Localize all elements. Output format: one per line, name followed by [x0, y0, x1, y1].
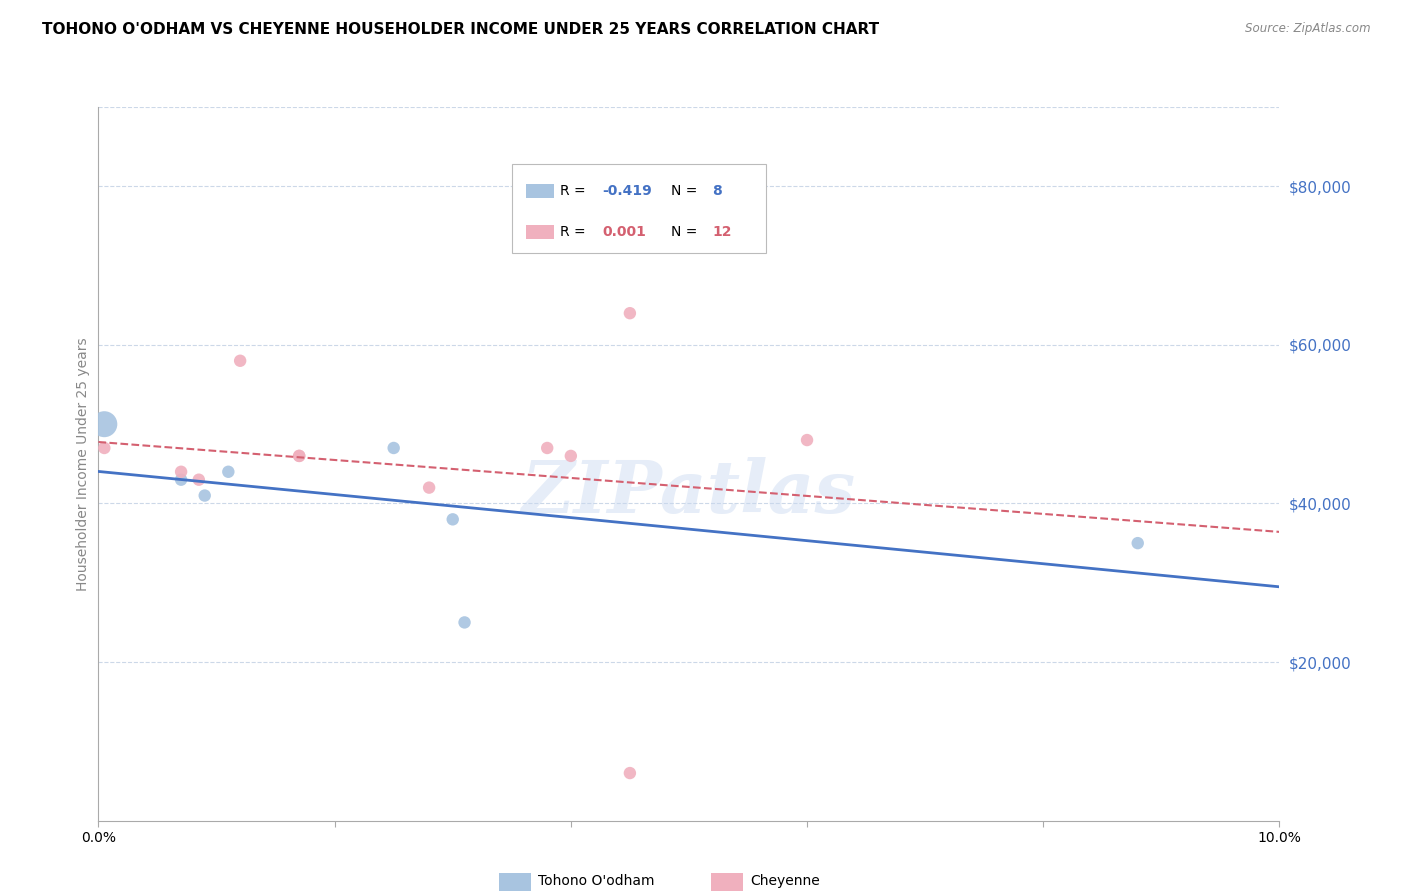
Text: R =: R =: [560, 225, 591, 239]
Point: [1126, 536, 1149, 550]
Point: [536, 441, 558, 455]
Text: Source: ZipAtlas.com: Source: ZipAtlas.com: [1246, 22, 1371, 36]
Text: -0.419: -0.419: [603, 184, 652, 198]
Point: [194, 489, 217, 503]
Point: [796, 433, 818, 447]
Text: 0.001: 0.001: [603, 225, 647, 239]
FancyBboxPatch shape: [512, 164, 766, 253]
Point: [217, 465, 239, 479]
FancyBboxPatch shape: [526, 225, 554, 239]
FancyBboxPatch shape: [499, 873, 530, 890]
Text: 8: 8: [713, 184, 723, 198]
Point: [441, 512, 464, 526]
Point: [170, 465, 193, 479]
Text: R =: R =: [560, 184, 591, 198]
Text: N =: N =: [671, 225, 702, 239]
Point: [288, 449, 311, 463]
Point: [93, 417, 115, 432]
Text: N =: N =: [671, 184, 702, 198]
Point: [418, 481, 440, 495]
Point: [93, 441, 115, 455]
Text: Tohono O'odham: Tohono O'odham: [537, 874, 654, 888]
Y-axis label: Householder Income Under 25 years: Householder Income Under 25 years: [76, 337, 90, 591]
FancyBboxPatch shape: [526, 184, 554, 198]
Point: [288, 449, 311, 463]
Point: [187, 473, 209, 487]
Point: [619, 306, 641, 320]
Point: [382, 441, 405, 455]
Point: [229, 353, 252, 368]
Text: ZIPatlas: ZIPatlas: [522, 457, 856, 528]
Text: 12: 12: [713, 225, 733, 239]
Point: [560, 449, 582, 463]
FancyBboxPatch shape: [711, 873, 744, 890]
Point: [170, 473, 193, 487]
Text: TOHONO O'ODHAM VS CHEYENNE HOUSEHOLDER INCOME UNDER 25 YEARS CORRELATION CHART: TOHONO O'ODHAM VS CHEYENNE HOUSEHOLDER I…: [42, 22, 879, 37]
Point: [453, 615, 475, 630]
Text: Cheyenne: Cheyenne: [751, 874, 820, 888]
Point: [619, 766, 641, 780]
